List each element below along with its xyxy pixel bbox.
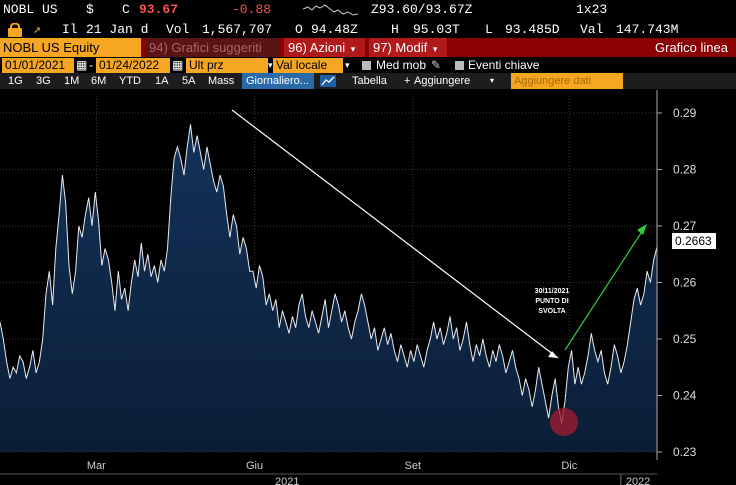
- add-button[interactable]: Aggiungere: [414, 75, 471, 87]
- price-field-select[interactable]: Ult prz: [186, 58, 268, 73]
- price-field-dropdown-icon[interactable]: ▾: [268, 60, 273, 70]
- size: 1x23: [576, 2, 608, 17]
- period-1g[interactable]: 1G: [8, 75, 23, 87]
- add-plus-icon[interactable]: +: [404, 75, 411, 87]
- chart-type-title: Grafico linea: [655, 40, 728, 55]
- volume-label: Vol: [166, 22, 190, 37]
- moving-avg-label: Med mob: [376, 58, 427, 72]
- add-data-input[interactable]: Aggiungere dati: [511, 73, 623, 89]
- actions-dropdown-icon: ▾: [350, 44, 356, 54]
- date-prefix: Il: [62, 22, 78, 37]
- period-5a[interactable]: 5A: [182, 75, 196, 87]
- uptrend-arrow-head: [637, 224, 647, 235]
- open-label: O: [295, 22, 303, 37]
- period-bar: 1G 3G 1M 6M YTD 1A 5A Mass Giornaliero..…: [0, 73, 736, 89]
- x-tick-label: Dic: [561, 460, 577, 472]
- end-date-field[interactable]: 01/24/2022: [96, 58, 170, 73]
- x-tick-label: Set: [405, 460, 422, 472]
- key-events-label: Eventi chiave: [468, 58, 540, 72]
- turning-point-marker: [550, 408, 578, 436]
- currency-select[interactable]: Val locale: [273, 58, 343, 73]
- period-6m[interactable]: 6M: [91, 75, 107, 87]
- actions-menu[interactable]: 96) Azioni ▾: [284, 38, 365, 57]
- y-tick-label: 0.26: [673, 275, 697, 289]
- last-price: 93.67: [139, 2, 179, 17]
- trade-date: 21 Jan d: [86, 22, 149, 37]
- modify-label: 97) Modif: [373, 40, 428, 55]
- key-events-checkbox[interactable]: [455, 61, 464, 70]
- turning-point-annotation: 30/11/2021 PUNTO DI SVOLTA: [535, 288, 570, 315]
- modify-dropdown-icon: ▾: [432, 44, 438, 54]
- x-tick-label: Giu: [246, 460, 263, 472]
- y-tick-label: 0.29: [673, 106, 697, 120]
- value-label: Val: [580, 22, 604, 37]
- pencil-icon[interactable]: ✎: [431, 58, 442, 72]
- annotation-line: PUNTO DI: [535, 298, 568, 305]
- annotation-line: SVOLTA: [538, 308, 565, 315]
- actions-label: 96) Azioni: [288, 40, 346, 55]
- year-label: 2022: [626, 476, 650, 485]
- x-tick-label: Mar: [87, 460, 106, 472]
- period-ytd[interactable]: YTD: [119, 75, 141, 87]
- sparkline-icon: [303, 4, 359, 16]
- price-line: [0, 124, 658, 424]
- line-chart-icon[interactable]: [320, 75, 336, 87]
- bid-ask: Z93.60/93.67Z: [371, 2, 473, 17]
- high-label: H: [391, 22, 399, 37]
- y-tick-label: 0.28: [673, 162, 697, 176]
- price-area: [0, 124, 657, 453]
- period-3g[interactable]: 3G: [36, 75, 51, 87]
- period-max[interactable]: Mass: [208, 75, 235, 87]
- moving-avg-checkbox[interactable]: [362, 61, 371, 70]
- options-bar: 01/01/2021 ▦ - 01/24/2022 ▦ Ult prz ▾ Va…: [0, 57, 736, 74]
- close-label: C: [122, 2, 130, 17]
- downtrend-arrow: [231, 109, 559, 359]
- start-date-field[interactable]: 01/01/2021: [2, 58, 74, 73]
- y-tick-label: 0.23: [673, 445, 697, 459]
- open-price: 94.48Z: [311, 22, 358, 37]
- x-axis: Mar Giu Set Dic 2021 2022: [0, 460, 657, 485]
- currency: $: [86, 2, 94, 17]
- period-1m[interactable]: 1M: [64, 75, 80, 87]
- low-label: L: [485, 22, 493, 37]
- ticker: NOBL US: [3, 2, 58, 17]
- currency-dropdown-icon[interactable]: ▾: [345, 60, 350, 70]
- y-tick-label: 0.24: [673, 388, 697, 402]
- uptrend-arrow: [564, 229, 644, 351]
- last-value-text: 0.2663: [675, 234, 712, 248]
- last-value-label: 0.2663: [672, 233, 716, 249]
- stats-bar: ↗ Il 21 Jan d Vol 1,567,707 O 94.48Z H 9…: [0, 20, 736, 40]
- annotation-line: 30/11/2021: [535, 288, 570, 295]
- frequency-select[interactable]: Giornaliero...: [242, 73, 314, 89]
- high-price: 95.03T: [413, 22, 460, 37]
- year-label: 2021: [275, 476, 299, 485]
- date-separator: -: [89, 58, 93, 72]
- y-tick-label: 0.27: [673, 219, 697, 233]
- add-dropdown-icon[interactable]: ▾: [490, 76, 495, 85]
- traded-value: 147.743M: [616, 22, 679, 37]
- command-bar: NOBL US Equity 94) Grafici suggeriti 96)…: [0, 38, 736, 57]
- downtrend-arrow-head: [548, 351, 558, 358]
- y-tick-label: 0.25: [673, 332, 697, 346]
- y-axis: 0.29 0.28 0.27 0.26 0.25 0.24 0.23: [656, 90, 697, 460]
- low-price: 93.485D: [505, 22, 560, 37]
- calendar-start-icon[interactable]: ▦: [76, 58, 88, 72]
- price-change: -0.88: [232, 2, 272, 17]
- volume: 1,567,707: [202, 22, 273, 37]
- period-1a[interactable]: 1A: [155, 75, 169, 87]
- date-arrow: ↗: [33, 22, 41, 37]
- modify-menu[interactable]: 97) Modif ▾: [369, 38, 447, 57]
- quote-bar: NOBL US $ C 93.67 -0.88 Z93.60/93.67Z 1x…: [0, 0, 736, 20]
- lock-icon[interactable]: [7, 23, 23, 37]
- security-field[interactable]: NOBL US Equity: [0, 38, 141, 57]
- table-button[interactable]: Tabella: [352, 75, 387, 87]
- calendar-end-icon[interactable]: ▦: [172, 58, 184, 72]
- suggested-charts-button[interactable]: 94) Grafici suggeriti: [145, 38, 280, 57]
